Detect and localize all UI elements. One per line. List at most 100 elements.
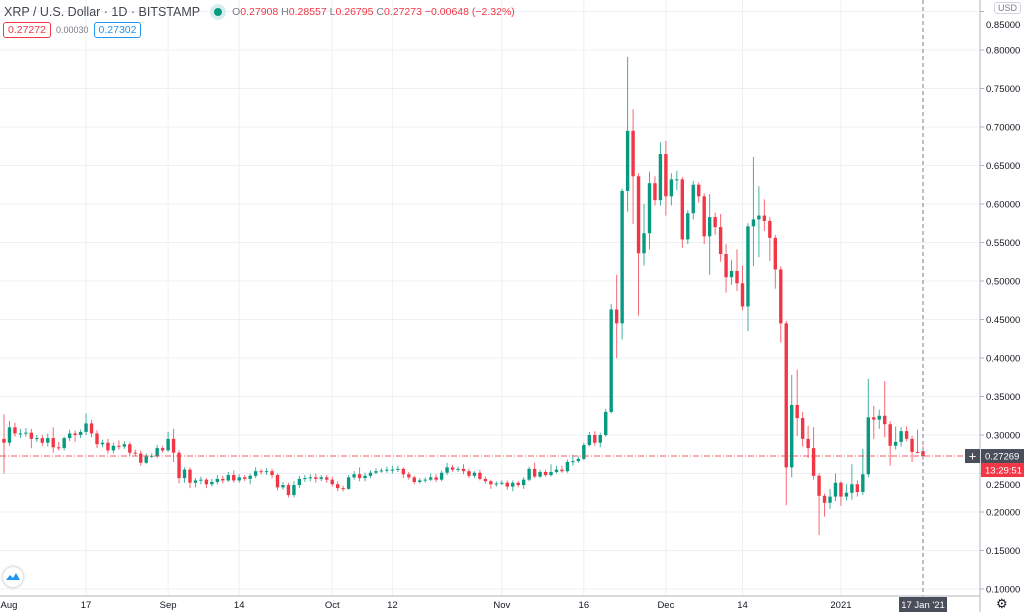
- candle: [368, 470, 373, 479]
- candle: [335, 481, 340, 492]
- candle: [303, 475, 307, 482]
- candle: [57, 441, 61, 451]
- candle: [199, 476, 203, 485]
- candle-body: [500, 482, 504, 484]
- candle-body: [281, 485, 285, 488]
- candle: [461, 464, 466, 475]
- candle-body: [691, 184, 695, 214]
- candle: [576, 456, 581, 463]
- candle-body: [35, 438, 39, 440]
- candle-body: [538, 471, 542, 477]
- symbol-title[interactable]: XRP / U.S. Dollar · 1D · BITSTAMP: [4, 5, 201, 19]
- candle: [779, 266, 783, 343]
- candle-body: [800, 418, 805, 439]
- y-tick-label: 0.80000: [986, 46, 1020, 57]
- buy-button[interactable]: 0.27302: [93, 22, 142, 38]
- candle-body: [636, 176, 641, 254]
- x-tick-label: Nov: [493, 600, 510, 611]
- candle-body: [489, 481, 493, 485]
- candle: [806, 425, 810, 459]
- candle: [790, 374, 794, 478]
- candle-body: [84, 423, 88, 432]
- candle-body: [450, 467, 455, 470]
- candle-body: [850, 484, 854, 493]
- candle-body: [248, 475, 252, 479]
- y-tick-label: 0.70000: [986, 123, 1020, 134]
- open-value: 0.27908: [240, 6, 279, 18]
- candle: [680, 177, 685, 248]
- candle: [625, 56, 630, 212]
- sell-button[interactable]: 0.27272: [3, 22, 51, 38]
- y-tick-label: 0.85000: [986, 20, 1020, 31]
- open-key: O: [232, 6, 241, 18]
- candle-body: [631, 130, 635, 177]
- x-tick-label: Aug: [1, 600, 18, 611]
- candle-body: [609, 309, 613, 412]
- candle-body: [915, 451, 920, 453]
- settings-gear-icon[interactable]: ⚙: [996, 596, 1008, 611]
- candle-body: [472, 472, 477, 476]
- candle-body: [587, 435, 592, 446]
- candle: [729, 260, 734, 285]
- market-status-dot-icon: [214, 8, 223, 16]
- candle-body: [576, 458, 581, 462]
- candle: [587, 431, 592, 447]
- candle: [915, 429, 920, 454]
- candle: [412, 475, 416, 485]
- candle-body: [505, 482, 509, 487]
- candle-body: [67, 433, 72, 439]
- candle: [899, 427, 903, 447]
- candle-body: [160, 448, 165, 451]
- y-tick-label: 0.45000: [986, 315, 1020, 326]
- candle-body: [155, 448, 159, 456]
- low-key: L: [329, 6, 336, 18]
- candle: [620, 188, 624, 340]
- candle: [850, 464, 854, 500]
- candle: [286, 482, 291, 498]
- candle: [822, 493, 827, 517]
- candle: [24, 428, 28, 437]
- candle-body: [729, 270, 734, 278]
- candle-body: [166, 438, 170, 451]
- current-price-label: 0.27269: [985, 452, 1019, 463]
- candle-body: [686, 213, 690, 240]
- x-tick-label: 14: [234, 600, 245, 611]
- candle-body: [177, 452, 181, 479]
- candle-body: [543, 471, 548, 476]
- candle-body: [554, 469, 559, 472]
- candle-body: [866, 417, 870, 475]
- candle-body: [669, 179, 674, 197]
- candle-body: [740, 283, 745, 307]
- candle: [89, 419, 94, 438]
- candle: [2, 414, 6, 474]
- crosshair-date-label: 17 Jan '21: [901, 600, 945, 611]
- candle: [7, 421, 12, 446]
- currency-badge[interactable]: USD: [994, 2, 1022, 14]
- candle-body: [259, 471, 263, 473]
- candle-body: [374, 471, 378, 473]
- candle-body: [286, 485, 291, 496]
- candle: [795, 369, 799, 436]
- candle: [855, 480, 860, 497]
- candle-body: [718, 227, 723, 255]
- candle-body: [921, 451, 925, 456]
- candle-body: [888, 424, 892, 446]
- candle-body: [226, 475, 230, 481]
- candle: [434, 474, 438, 482]
- candle-body: [822, 495, 827, 503]
- tradingview-logo-icon[interactable]: [3, 567, 23, 587]
- candle: [538, 469, 542, 479]
- candle-body: [390, 469, 395, 471]
- candle-body: [303, 478, 307, 480]
- candle-body: [653, 183, 657, 201]
- candle: [171, 428, 176, 462]
- candle: [281, 481, 285, 490]
- candle-body: [78, 431, 83, 435]
- candle-body: [275, 475, 280, 488]
- candle: [13, 422, 17, 437]
- candle-body: [385, 469, 389, 471]
- candle-body: [664, 153, 668, 197]
- candle: [658, 142, 663, 206]
